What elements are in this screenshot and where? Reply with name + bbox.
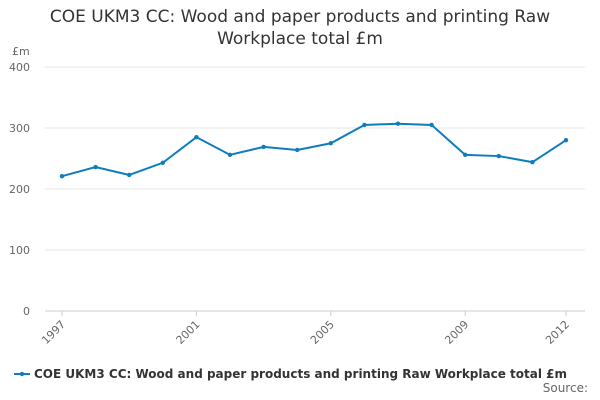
line [61, 122, 567, 178]
x-tick-label: 1997 [39, 318, 68, 347]
point [429, 122, 434, 128]
x-tick-label: 2001 [174, 318, 203, 347]
y-tick-label: 100 [9, 244, 30, 257]
point [194, 134, 199, 140]
point [127, 172, 132, 178]
point [93, 164, 98, 170]
source: Source: [543, 381, 588, 395]
y-tick-label: 300 [9, 122, 30, 135]
y-tick-label: 0 [23, 305, 30, 318]
point [261, 144, 266, 150]
point [530, 159, 535, 165]
legend-marker [19, 371, 25, 377]
point [496, 153, 501, 159]
x-tick-label: 2005 [308, 318, 337, 347]
point [395, 121, 401, 126]
point [295, 147, 300, 153]
x-tick-label: 2012 [543, 318, 572, 347]
point [563, 138, 569, 143]
point [227, 152, 233, 158]
point [59, 173, 65, 179]
x-tick-label: 2009 [442, 318, 471, 347]
chart-title: COE UKM3 CC: Wood and paper products and… [49, 7, 551, 49]
point [362, 122, 367, 128]
legend-label: COE UKM3 CC: Wood and paper products and… [34, 367, 567, 381]
point [160, 160, 165, 165]
y-axis-label: £m [12, 45, 30, 58]
y-tick-label: 400 [9, 61, 30, 74]
y-tick-label: 200 [9, 183, 30, 196]
point [328, 141, 333, 146]
point [463, 152, 468, 158]
